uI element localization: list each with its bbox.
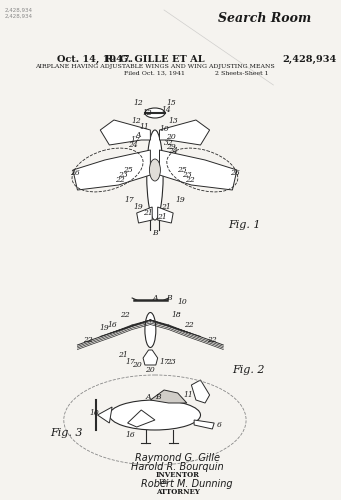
Text: 11: 11 (184, 391, 194, 399)
Text: 16: 16 (125, 431, 135, 439)
Text: 23: 23 (182, 171, 192, 179)
Text: 22: 22 (115, 176, 125, 184)
Text: 19: 19 (134, 203, 144, 211)
Text: INVENTOR: INVENTOR (156, 471, 200, 479)
Ellipse shape (109, 400, 201, 430)
Text: 17: 17 (125, 358, 135, 366)
Polygon shape (98, 407, 112, 423)
Text: 23: 23 (118, 171, 128, 179)
Text: 17: 17 (130, 136, 140, 144)
Polygon shape (143, 350, 158, 365)
Text: 20: 20 (132, 361, 142, 369)
Text: R. G. GILLE ET AL: R. G. GILLE ET AL (105, 55, 205, 64)
Text: Oct. 14, 1947.: Oct. 14, 1947. (57, 55, 133, 64)
Text: 2 Sheets-Sheet 1: 2 Sheets-Sheet 1 (215, 71, 268, 76)
Ellipse shape (147, 130, 163, 220)
Text: 26: 26 (70, 169, 79, 177)
Text: Fig. 2: Fig. 2 (233, 365, 265, 375)
Text: 13: 13 (168, 117, 178, 125)
Ellipse shape (145, 108, 165, 118)
Text: 18: 18 (171, 311, 181, 319)
Text: ATTORNEY: ATTORNEY (156, 488, 199, 496)
Text: 19: 19 (100, 324, 110, 332)
Text: 23: 23 (165, 358, 175, 366)
Text: 21: 21 (118, 351, 128, 359)
Text: 26: 26 (230, 169, 240, 177)
Text: 2,428,934: 2,428,934 (4, 14, 32, 19)
Text: 22: 22 (120, 311, 130, 319)
Polygon shape (160, 150, 237, 190)
Ellipse shape (145, 312, 156, 348)
Polygon shape (191, 380, 210, 403)
Polygon shape (158, 207, 173, 223)
Text: B: B (155, 393, 161, 401)
Text: 2,428,934: 2,428,934 (283, 55, 337, 64)
Polygon shape (160, 120, 210, 145)
Text: Fig. 3: Fig. 3 (50, 428, 83, 438)
Polygon shape (128, 410, 155, 427)
Text: 22: 22 (84, 336, 93, 344)
Text: 14: 14 (161, 106, 171, 114)
Text: 10: 10 (177, 298, 187, 306)
Text: 22: 22 (185, 176, 194, 184)
Ellipse shape (149, 159, 160, 181)
Text: A: A (146, 393, 151, 401)
Text: 22: 22 (184, 321, 194, 329)
Text: 24: 24 (128, 141, 138, 149)
Text: 11: 11 (139, 123, 149, 131)
Text: 2,428,934: 2,428,934 (4, 8, 32, 13)
Text: Harold R. Bourquin: Harold R. Bourquin (131, 462, 224, 472)
Polygon shape (100, 120, 150, 145)
Text: 10: 10 (89, 409, 99, 417)
Text: 20: 20 (146, 366, 155, 374)
Polygon shape (194, 420, 214, 429)
Text: 24: 24 (168, 147, 178, 155)
Text: Search Room: Search Room (218, 12, 311, 25)
Text: Raymond G. Gille: Raymond G. Gille (135, 453, 220, 463)
Polygon shape (137, 207, 152, 223)
Text: 29: 29 (166, 143, 176, 151)
Text: 17: 17 (124, 196, 134, 204)
Text: 12: 12 (132, 117, 142, 125)
Text: BY: BY (159, 478, 169, 486)
Text: 10: 10 (159, 125, 169, 133)
Text: Fig. 1: Fig. 1 (228, 220, 260, 230)
Polygon shape (150, 390, 187, 403)
Text: Filed Oct. 13, 1941: Filed Oct. 13, 1941 (124, 71, 186, 76)
Text: A: A (152, 294, 158, 302)
Polygon shape (73, 150, 150, 190)
Text: 6: 6 (216, 421, 221, 429)
Text: 25: 25 (123, 166, 132, 174)
Text: AIRPLANE HAVING ADJUSTABLE WINGS AND WING ADJUSTING MEANS: AIRPLANE HAVING ADJUSTABLE WINGS AND WIN… (35, 64, 275, 69)
Text: 15: 15 (166, 99, 176, 107)
Text: 32: 32 (164, 139, 174, 147)
Text: 17: 17 (159, 358, 169, 366)
Text: A: A (136, 131, 141, 139)
Text: 12: 12 (143, 109, 152, 117)
Text: B: B (152, 229, 158, 237)
Text: B: B (166, 294, 172, 302)
Text: 22: 22 (207, 336, 217, 344)
Text: 25: 25 (177, 166, 187, 174)
Text: Robert M. Dunning: Robert M. Dunning (141, 479, 233, 489)
Text: 21: 21 (157, 213, 167, 221)
Text: 19: 19 (176, 196, 185, 204)
Text: 20: 20 (166, 133, 176, 141)
Text: 16: 16 (107, 321, 117, 329)
Text: 12: 12 (134, 99, 144, 107)
Text: 21: 21 (161, 203, 171, 211)
Text: 21: 21 (143, 209, 152, 217)
